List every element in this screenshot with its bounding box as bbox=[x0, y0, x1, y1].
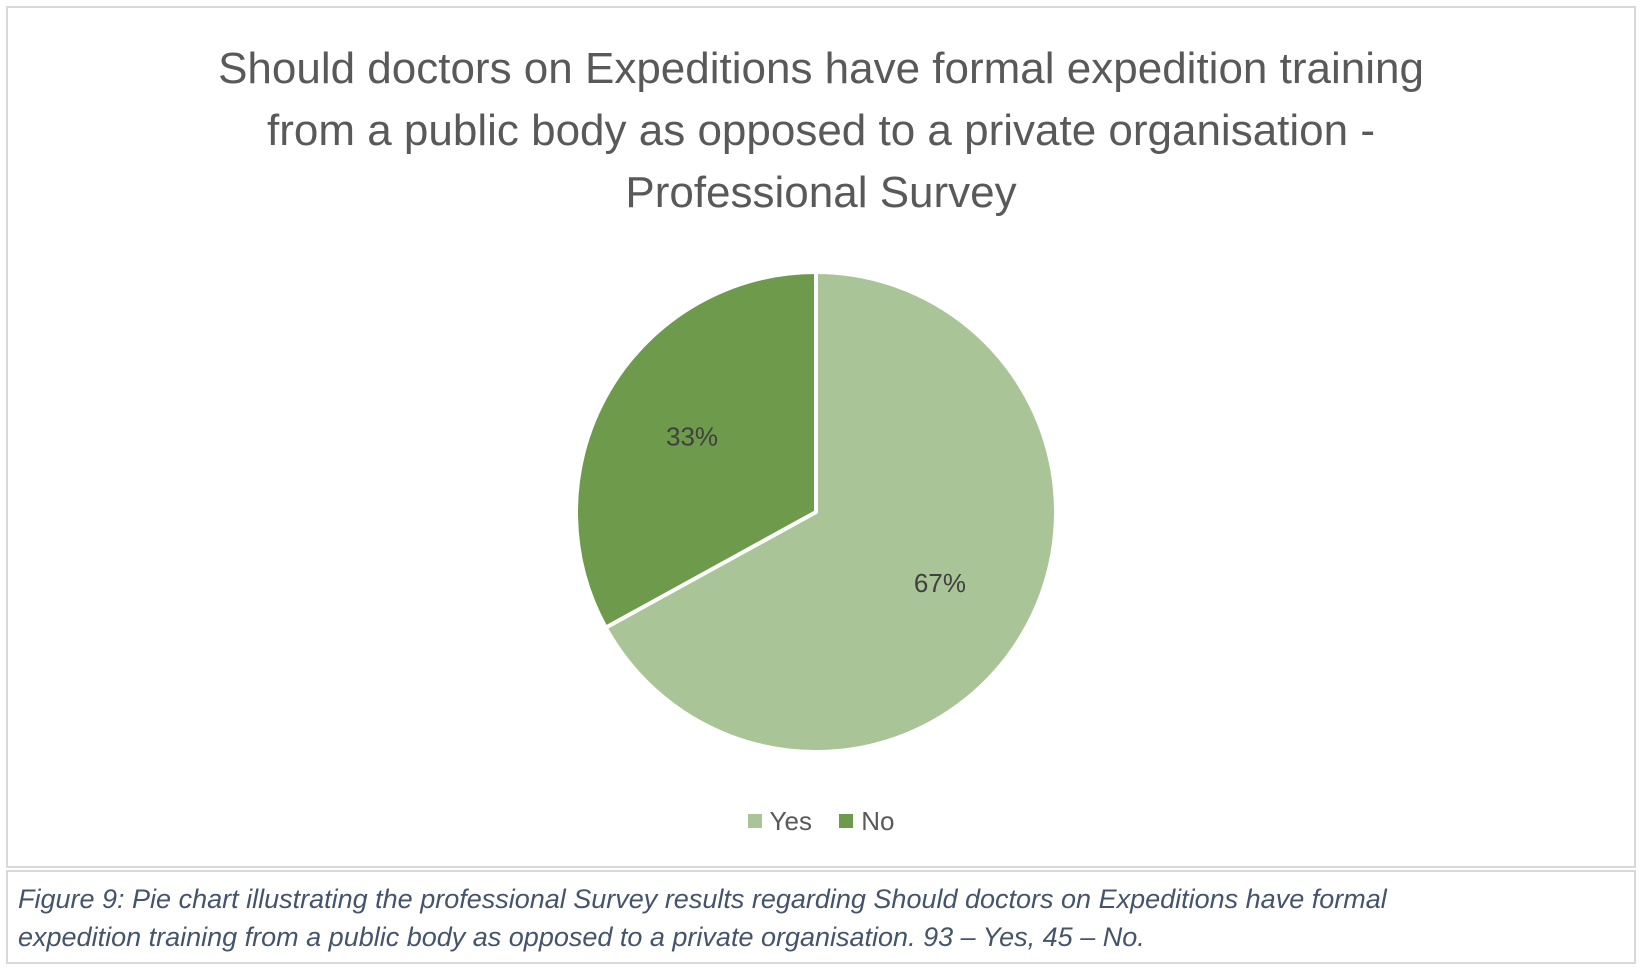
pie-slice-no bbox=[574, 269, 818, 631]
figure-caption-box: Figure 9: Pie chart illustrating the pro… bbox=[6, 870, 1636, 964]
chart-title: Should doctors on Expeditions have forma… bbox=[218, 44, 1424, 217]
legend: Yes No bbox=[8, 804, 1634, 837]
chart-area: Should doctors on Expeditions have forma… bbox=[6, 6, 1636, 868]
legend-swatch-no bbox=[839, 814, 854, 828]
pie-slice-yes bbox=[602, 269, 1058, 754]
data-label-yes: 67% bbox=[914, 568, 966, 598]
figure-caption: Figure 9: Pie chart illustrating the pro… bbox=[18, 884, 1387, 952]
data-label-no: 33% bbox=[666, 422, 718, 452]
legend-item-no: No bbox=[839, 806, 894, 837]
legend-swatch-yes bbox=[747, 814, 762, 828]
legend-label-no: No bbox=[861, 805, 895, 836]
legend-item-yes: Yes bbox=[747, 805, 812, 837]
pie-chart: 67% 33% bbox=[574, 269, 1058, 754]
legend-label-yes: Yes bbox=[769, 805, 812, 836]
